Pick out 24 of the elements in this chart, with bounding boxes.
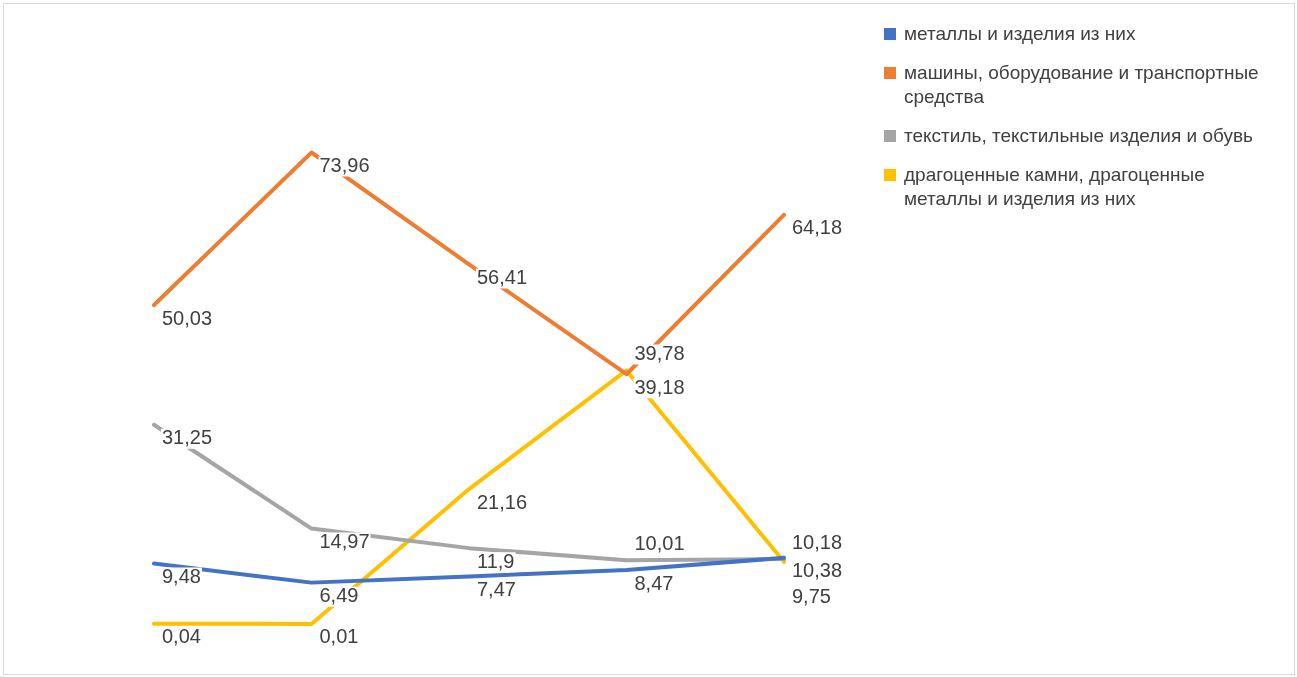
data-label: 0,01 <box>319 625 359 648</box>
data-label: 0,04 <box>162 625 201 648</box>
data-label: 14,97 <box>319 530 370 553</box>
data-label: 64,18 <box>792 216 843 239</box>
data-label: 10,18 <box>792 530 843 553</box>
data-label: 31,25 <box>162 426 213 449</box>
data-label: 50,03 <box>162 306 213 329</box>
data-label: 6,49 <box>319 584 359 607</box>
data-label: 56,41 <box>477 265 528 288</box>
data-label: 9,75 <box>792 585 831 608</box>
data-label: 21,16 <box>477 490 528 513</box>
data-label: 39,18 <box>634 375 685 398</box>
data-label: 7,47 <box>477 577 516 600</box>
data-label: 10,01 <box>634 531 685 554</box>
data-label: 9,48 <box>162 565 201 588</box>
legend-label: драгоценные камни, драгоценные металлы и изделия из них <box>904 162 1206 212</box>
legend-label: металлы и изделия из них <box>904 22 1136 46</box>
data-label: 10,38 <box>792 559 843 582</box>
legend-label: машины, оборудование и транспортные средства <box>904 60 1260 110</box>
data-label: 8,47 <box>634 571 674 594</box>
data-label: 73,96 <box>319 154 370 177</box>
data-label: 39,78 <box>634 341 685 364</box>
legend-label: текстиль, текстильные изделия и обувь <box>904 124 1253 149</box>
data-label: 11,9 <box>477 549 515 572</box>
